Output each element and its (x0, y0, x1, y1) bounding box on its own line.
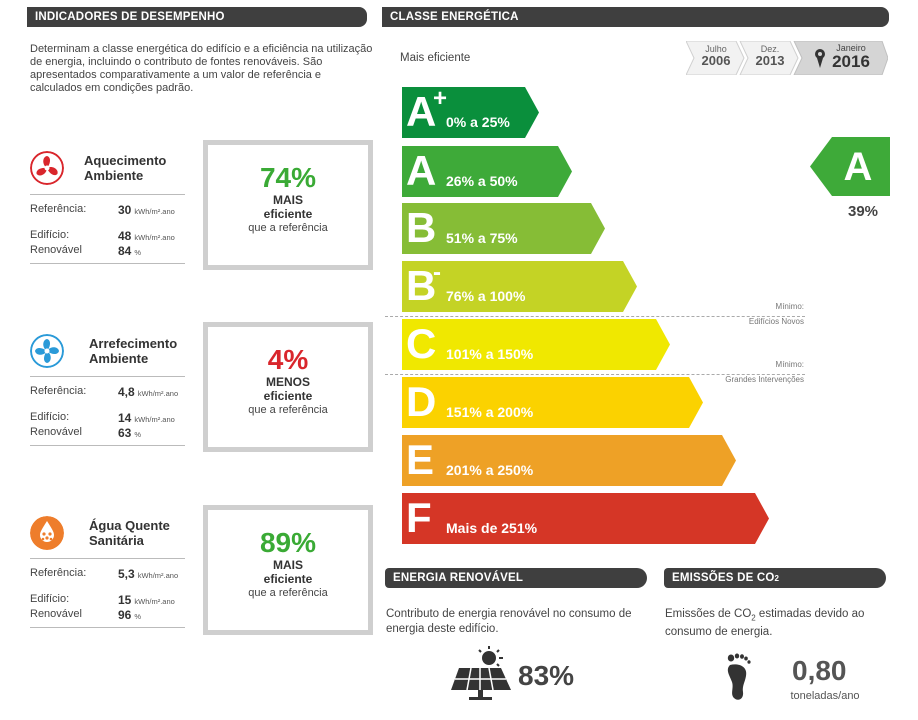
water-drops-icon (30, 516, 64, 550)
result-class-percent: 39% (847, 203, 879, 220)
date-2016: Janeiro 2016 (832, 43, 870, 71)
footprint-icon (727, 653, 751, 700)
svg-text:A: A (844, 145, 873, 189)
renewable-text: Contributo de energia renovável no consu… (386, 608, 632, 635)
energy-bar-c: C 101% a 150% (402, 319, 670, 370)
energy-bar-letter: A (406, 147, 437, 194)
energy-bar-e: E 201% a 250% (402, 435, 736, 486)
emissions-text: Emissões de CO2 estimadas devido ao cons… (665, 608, 865, 639)
energy-bar-a: A 26% a 50% (402, 146, 572, 197)
emissions-unit: toneladas/ano (790, 690, 860, 702)
energy-bar-letter: A (406, 88, 437, 135)
indicator-title: Água Quente Sanitária (89, 518, 170, 548)
energy-bar-d: D 151% a 200% (402, 377, 703, 428)
energy-bar-range: Mais de 251% (446, 520, 538, 536)
indicator-title: Aquecimento Ambiente (84, 153, 167, 183)
date-2006: Julho 2006 (701, 44, 731, 68)
energy-bar-letter: D (406, 378, 437, 425)
renewable-header: ENERGIA RENOVÁVEL (385, 568, 647, 588)
emissions-value: 0,80 (792, 655, 847, 686)
energy-bar-range: 201% a 250% (446, 462, 534, 478)
energy-bar-range: 101% a 150% (446, 346, 534, 362)
energy-bar-range: 76% a 100% (446, 288, 526, 304)
fan-cooling-icon (30, 334, 64, 368)
indicator-title: Arrefecimento Ambiente (89, 336, 178, 366)
emissions-header: EMISSÕES DE CO2 (664, 568, 886, 588)
date-2013: Dez. 2013 (755, 44, 785, 68)
efficiency-box: 74% MAIS eficiente que a referência (203, 140, 373, 270)
energy-bar-b: B 51% a 75% (402, 203, 605, 254)
award-icon (815, 49, 825, 68)
energy-bar-modifier: + (433, 85, 448, 112)
result-class-arrow: A (810, 137, 890, 196)
energy-bar-letter: B (406, 204, 437, 251)
energy-bar-letter: B (406, 262, 437, 309)
energy-bar-range: 51% a 75% (446, 230, 518, 246)
regulation-dates (686, 41, 888, 75)
performance-intro: Determinam a classe energética do edifíc… (30, 43, 373, 94)
energy-bar-a-plus: A +0% a 25% (402, 85, 539, 138)
energy-bar-f: F Mais de 251% (402, 493, 769, 544)
min-major-interventions-note: Mínimo: Grandes Intervenções (725, 360, 804, 384)
energy-bar-range: 26% a 50% (446, 173, 518, 189)
energy-bar-range: 0% a 25% (446, 114, 510, 130)
energy-bar-letter: E (406, 436, 435, 483)
efficiency-box: 4% MENOS eficiente que a referência (203, 322, 373, 452)
most-efficient-label: Mais eficiente (400, 52, 471, 64)
min-new-buildings-note: Mínimo: Edifícios Novos (748, 302, 804, 326)
fan-heating-icon (30, 151, 64, 185)
renewable-value: 83% (518, 660, 575, 691)
efficiency-box: 89% MAIS eficiente que a referência (203, 505, 373, 635)
solar-panel-icon (451, 646, 511, 700)
energy-bar-letter: F (406, 494, 432, 541)
energy-bar-letter: C (406, 320, 437, 367)
energy-bar-b-minus: B -76% a 100% (402, 259, 637, 312)
energy-bar-modifier: - (433, 259, 441, 286)
performance-header: INDICADORES DE DESEMPENHO (27, 7, 367, 27)
energy-class-header: CLASSE ENERGÉTICA (382, 7, 889, 27)
energy-bar-range: 151% a 200% (446, 404, 534, 420)
